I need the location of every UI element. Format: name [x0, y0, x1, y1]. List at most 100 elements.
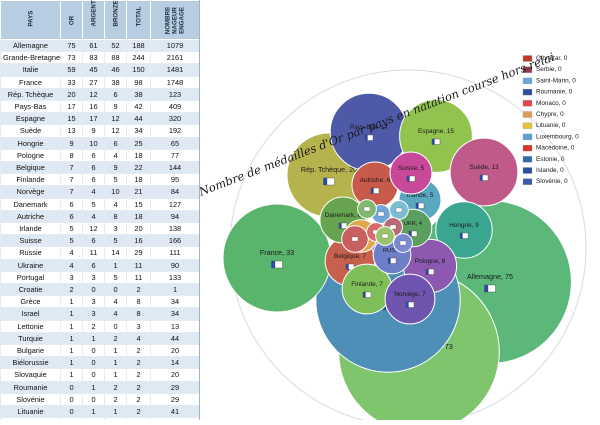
- flag-stripe: [480, 175, 483, 181]
- cell-nageurs: 166: [150, 234, 199, 248]
- cell-pays: Allemagne: [0, 38, 61, 53]
- cell-bronze: 8: [104, 209, 127, 224]
- cell-or: 2: [60, 283, 83, 297]
- legend-flag-icon: [522, 77, 533, 85]
- cell-argent: 27: [82, 75, 105, 89]
- cell-or: 4: [60, 246, 83, 260]
- flag-stripe: [426, 269, 429, 275]
- legend-item: Lituanie, 0: [522, 122, 566, 129]
- cell-nageurs: 65: [150, 136, 199, 150]
- cell-or: 1: [60, 295, 83, 309]
- cell-pays: Grande-Bretagne: [0, 51, 61, 65]
- flag-stripe: [271, 261, 276, 268]
- bubble-circle: [384, 273, 436, 325]
- legend-label: Saint-Marin, 0: [536, 77, 576, 84]
- cell-bronze: 14: [104, 246, 127, 260]
- cell-argent: 6: [82, 258, 105, 272]
- legend-flag-icon: [522, 55, 533, 62]
- flag-stripe: [323, 178, 328, 185]
- cell-total: 42: [126, 100, 151, 114]
- cell-nageurs: 20: [150, 368, 199, 382]
- legend-label: Islande, 0: [536, 167, 564, 174]
- table-row: Israel 1 3 4 8 34: [0, 307, 199, 321]
- bubble-france: France, 33: [222, 203, 332, 313]
- cell-bronze: 4: [104, 148, 127, 163]
- cell-total: 2: [126, 283, 151, 297]
- cell-pays: Israel: [0, 307, 61, 321]
- cell-total: 98: [126, 75, 151, 89]
- cell-bronze: 5: [104, 234, 127, 248]
- flag-icon: [377, 211, 385, 217]
- medal-table: PAYS OR ARGENT BRONZE TOTAL NOMBRE NAGEU…: [0, 0, 199, 420]
- cell-nageurs: 127: [150, 197, 199, 211]
- header-or: OR: [60, 0, 83, 40]
- cell-bronze: 3: [104, 222, 127, 236]
- cell-nageurs: 84: [150, 185, 199, 199]
- legend-flag-icon: [522, 111, 533, 118]
- cell-or: 1: [60, 331, 83, 346]
- legend-flag-icon: [522, 178, 533, 185]
- legend-item: Monaco, 0: [522, 100, 566, 107]
- legend-flag-icon: [522, 167, 533, 174]
- cell-bronze: 5: [104, 270, 127, 285]
- cell-pays: Suisse: [0, 234, 61, 248]
- cell-bronze: 0: [104, 319, 127, 333]
- cell-bronze: 52: [104, 38, 127, 53]
- header-bronze: BRONZE: [104, 0, 127, 40]
- flag-stripe: [388, 258, 391, 264]
- cell-pays: Hongrie: [0, 136, 61, 150]
- cell-total: 11: [126, 258, 151, 272]
- flag-stripe: [365, 135, 368, 141]
- table-row: Estonie010114: [0, 417, 199, 420]
- cell-bronze: 4: [104, 307, 127, 321]
- cell-total: 2: [126, 392, 151, 407]
- cell-or: 1: [60, 319, 83, 333]
- cell-argent: 0: [82, 356, 105, 370]
- cell-argent: 0: [82, 368, 105, 382]
- cell-bronze: 4: [104, 295, 127, 309]
- cell-pays: France: [0, 75, 61, 89]
- bubble-label: Irlande, 5: [407, 192, 434, 199]
- table-row: Russie 4 11 14 29 111: [0, 246, 199, 260]
- cell-total: 16: [126, 234, 151, 248]
- legend-label: Gibraltar, 0: [536, 55, 568, 62]
- cell-or: 3: [60, 270, 83, 285]
- cell-bronze: 10: [104, 185, 127, 199]
- bubble-bi-lorussie: [375, 226, 395, 246]
- legend-item: Estonie, 0: [522, 156, 565, 163]
- cell-total: 18: [126, 173, 151, 187]
- cell-or: 0: [60, 392, 83, 407]
- bubble-label: Pays-Bas, 17: [350, 124, 388, 131]
- table-row: Croatie 2 0 0 2 1: [0, 283, 199, 297]
- cell-total: 8: [126, 295, 151, 309]
- cell-pays: Suède: [0, 124, 61, 138]
- cell-or: 5: [60, 234, 83, 248]
- table-row: Lituanie 0 1 1 2 41: [0, 405, 199, 419]
- cell-argent: 3: [82, 295, 105, 309]
- cell-nageurs: 1079: [150, 38, 199, 53]
- table-row: Pologne 8 6 4 18 77: [0, 148, 199, 163]
- table-row: Grèce 1 3 4 8 34: [0, 295, 199, 309]
- cell-bronze: 0: [104, 283, 127, 297]
- bubble-chart: Allemagne, 75Grande-Bretagne, 73Italie, …: [196, 50, 587, 425]
- cell-total: 2: [126, 344, 151, 358]
- table-row: Suisse 5 6 5 16 166: [0, 234, 199, 248]
- cell-bronze: 1: [104, 405, 127, 419]
- bubble-label: Pologne, 8: [415, 258, 446, 265]
- cell-or: 6: [60, 209, 83, 224]
- cell-pays: Turquie: [0, 331, 61, 346]
- cell-or: 6: [60, 197, 83, 211]
- legend-label: Estonie, 0: [536, 156, 565, 163]
- legend-flag-icon: [522, 88, 533, 96]
- cell-bronze: 6: [104, 87, 127, 102]
- legend-label: Serbie, 0: [536, 66, 562, 73]
- cell-pays: Italie: [0, 63, 61, 77]
- cell-or: 8: [60, 148, 83, 163]
- legend-item: Slovénie, 0: [522, 178, 568, 185]
- cell-bronze: 2: [104, 380, 127, 394]
- cell-total: 44: [126, 112, 151, 126]
- cell-or: 7: [60, 185, 83, 199]
- legend-item: Luxembourg, 0: [522, 133, 579, 140]
- cell-argent: 6: [82, 173, 105, 187]
- cell-nageurs: 41: [150, 405, 199, 419]
